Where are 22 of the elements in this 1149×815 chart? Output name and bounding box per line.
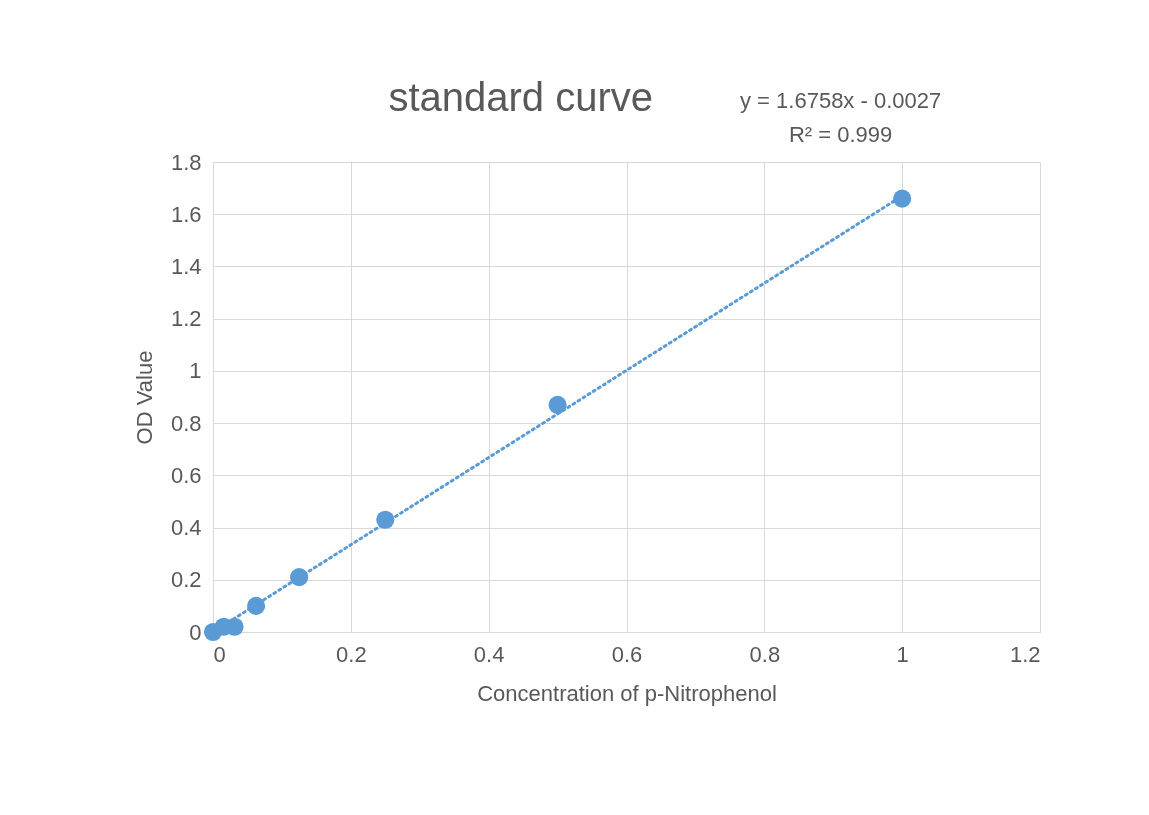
text: y = 1.6758x - 0.0027 <box>740 87 942 115</box>
y-tick-label: 1.8 <box>170 149 202 175</box>
y-tick-label: 0 <box>189 619 202 645</box>
x-axis-title: Concentration of p-Nitrophenol <box>477 680 777 706</box>
x-tick-label: 0 <box>213 641 226 667</box>
y-tick-label: 0.8 <box>170 410 202 436</box>
y-tick-label: 0.4 <box>170 515 202 541</box>
y-tick-label: 1.4 <box>170 253 202 279</box>
y-tick-label: 1.2 <box>170 306 202 332</box>
y-tick-label: 0.6 <box>170 462 202 488</box>
y-tick-label: 1 <box>189 358 202 384</box>
x-tick-label: 1 <box>896 641 909 667</box>
x-tick-label: 0.6 <box>611 641 643 667</box>
chart-title: standard curve <box>388 75 654 119</box>
x-tick-label: 1.2 <box>1009 641 1041 667</box>
y-axis-title: OD Value <box>131 350 157 445</box>
x-tick-label: 0.8 <box>749 641 781 667</box>
y-tick-label: 1.6 <box>170 201 202 227</box>
x-tick-label: 0.2 <box>336 641 367 667</box>
text: R² = 0.999 <box>787 121 894 149</box>
x-tick-label: 0.4 <box>473 641 505 667</box>
y-tick-label: 0.2 <box>170 567 202 593</box>
